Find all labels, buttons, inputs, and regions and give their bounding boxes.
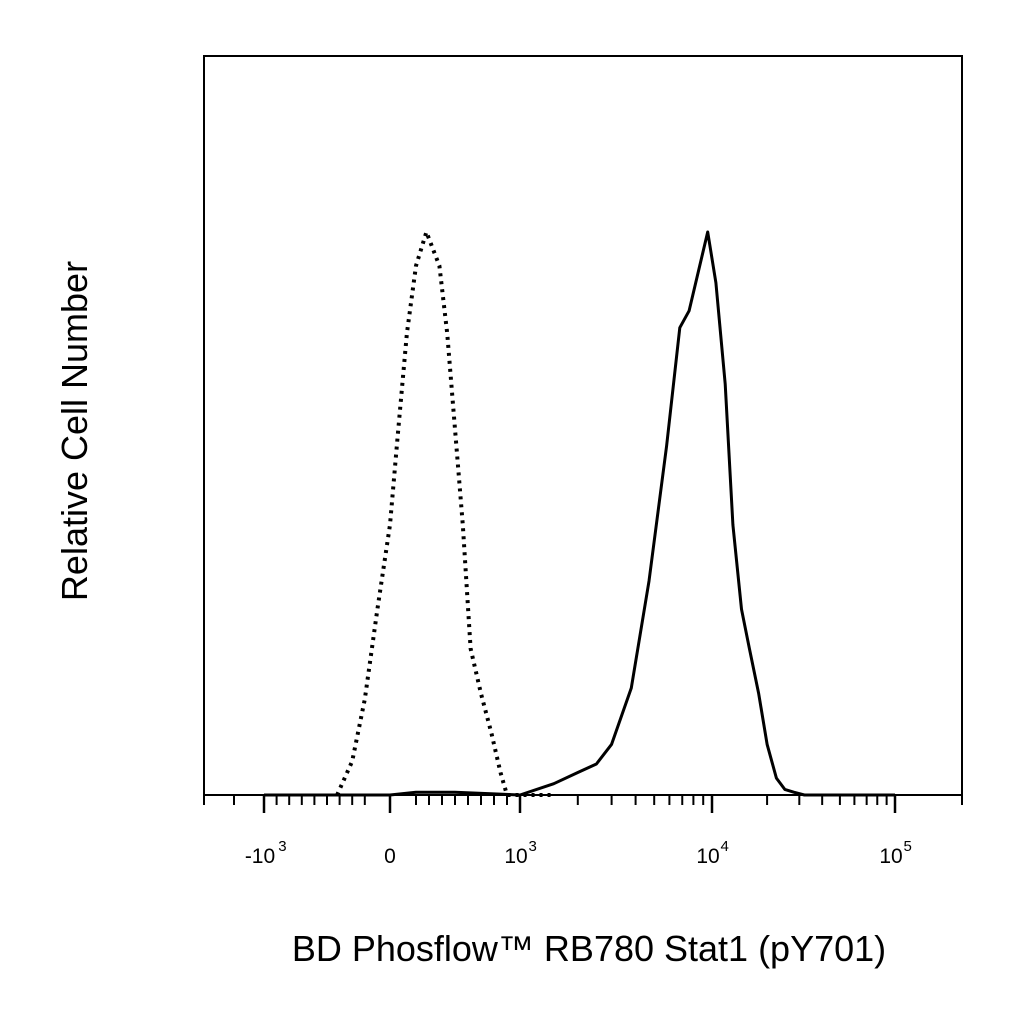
x-axis-tick-labels: -10 3 0 10 3 10 4 10 5	[245, 838, 912, 868]
x-tick-exponent: 3	[278, 838, 286, 855]
y-axis-title: Relative Cell Number	[54, 261, 95, 601]
series-solid-line	[264, 230, 895, 797]
series-dotted-line	[335, 230, 554, 797]
series-layer	[264, 230, 895, 797]
x-tick-label: 10	[696, 845, 719, 868]
x-tick-exponent: 4	[721, 838, 729, 855]
x-axis-ticks	[203, 795, 963, 813]
x-tick-exponent: 5	[904, 838, 912, 855]
plot-frame	[203, 55, 963, 796]
x-axis-title: BD Phosflow™ RB780 Stat1 (pY701)	[292, 928, 886, 969]
x-tick-label: 10	[879, 845, 902, 868]
x-tick-label: 0	[384, 845, 396, 868]
x-tick-label: 10	[504, 845, 527, 868]
x-tick-label: -10	[245, 845, 275, 868]
x-tick-exponent: 3	[529, 838, 537, 855]
